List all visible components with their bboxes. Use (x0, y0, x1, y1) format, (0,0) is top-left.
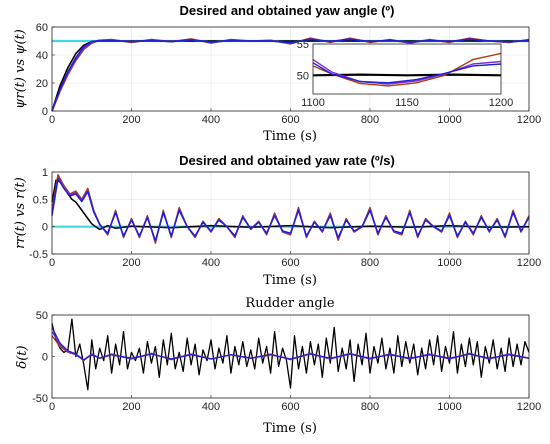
panel-yaw-rate: Desired and obtained yaw rate (º/s) -0.5… (13, 153, 541, 288)
y-tick-label: 0 (42, 222, 48, 234)
x-axis-label: Time (s) (263, 273, 317, 288)
inset-series-group (312, 52, 502, 87)
x-tick-label: 0 (49, 257, 55, 269)
x-tick-label: 600 (281, 257, 299, 269)
series-line-0 (51, 318, 530, 391)
y-tick-label: 50 (36, 310, 48, 322)
y-tick-label: 1 (42, 167, 48, 179)
x-tick-label: 200 (122, 114, 140, 126)
x-tick-label: 1000 (437, 257, 461, 269)
x-tick-label: 1200 (517, 114, 541, 126)
inset-series-line-3 (312, 62, 502, 84)
inset-y-tick-label: 50 (297, 70, 309, 82)
x-tick-label: 800 (361, 257, 379, 269)
series-line-3 (51, 177, 530, 242)
y-tick-label: 0 (42, 106, 48, 118)
x-ticks: 0 200 400 600 800 1000 1200 (49, 251, 541, 269)
x-tick-label: 800 (361, 401, 379, 413)
x-tick-label: 800 (361, 114, 379, 126)
y-axis-label: ψr(t) vs ψ(t) (13, 29, 28, 109)
y-axis-label: rr(t) vs r(t) (13, 177, 28, 249)
series-group (51, 173, 530, 244)
y-axis-label: δ(t) (15, 345, 30, 368)
y-tick-label: 40 (36, 50, 48, 62)
chart-title: Desired and obtained yaw rate (º/s) (179, 153, 395, 168)
chart-title: Desired and obtained yaw angle (º) (180, 3, 395, 18)
x-axis-label: Time (s) (263, 129, 317, 144)
x-tick-label: 0 (49, 401, 55, 413)
x-ticks: 0 200 400 600 800 1000 1200 (49, 395, 541, 413)
x-tick-label: 400 (202, 257, 220, 269)
x-tick-label: 1200 (517, 257, 541, 269)
y-tick-label: 0 (42, 352, 48, 364)
x-tick-label: 400 (202, 401, 220, 413)
x-tick-label: 200 (122, 257, 140, 269)
inset-axes: 50 55 1100 1150 1200 (297, 39, 513, 109)
y-tick-label: -50 (32, 393, 48, 405)
x-tick-label: 0 (49, 114, 55, 126)
y-tick-label: -0.5 (29, 249, 48, 261)
y-tick-label: 0.5 (33, 194, 48, 206)
x-tick-label: 1000 (437, 114, 461, 126)
x-tick-label: 600 (281, 401, 299, 413)
inset-y-ticks: 50 55 (297, 39, 309, 82)
x-axis-label: Time (s) (263, 421, 317, 436)
y-ticks: 0 20 40 60 (36, 22, 55, 118)
series-line-3 (51, 327, 530, 361)
inset-x-tick-label: 1200 (489, 97, 513, 109)
panel-yaw-angle: Desired and obtained yaw angle (º) 0 20 40… (13, 3, 541, 144)
x-ticks: 0 200 400 600 800 1000 1200 (49, 108, 541, 126)
x-tick-label: 200 (122, 401, 140, 413)
y-tick-label: 20 (36, 78, 48, 90)
x-tick-label: 1000 (437, 401, 461, 413)
x-tick-label: 600 (281, 114, 299, 126)
series-group (51, 318, 530, 391)
x-tick-label: 1200 (517, 401, 541, 413)
y-ticks: -0.5 0 0.5 1 (29, 167, 55, 261)
x-tick-label: 400 (202, 114, 220, 126)
inset-x-tick-label: 1150 (395, 97, 419, 109)
inset-x-ticks: 1100 1150 1200 (301, 97, 513, 109)
series-group (51, 37, 530, 112)
chart-title: Rudder angle (245, 296, 334, 311)
y-tick-label: 60 (36, 22, 48, 34)
inset-x-tick-label: 1100 (301, 97, 325, 109)
y-ticks: -50 0 50 (32, 310, 55, 405)
inset-series-line-0 (312, 73, 502, 77)
inset-y-tick-label: 55 (297, 39, 309, 51)
series-line-3 (51, 38, 530, 112)
inset-series-line-2 (312, 59, 502, 85)
inset-frame (312, 43, 502, 95)
grid (51, 171, 530, 255)
